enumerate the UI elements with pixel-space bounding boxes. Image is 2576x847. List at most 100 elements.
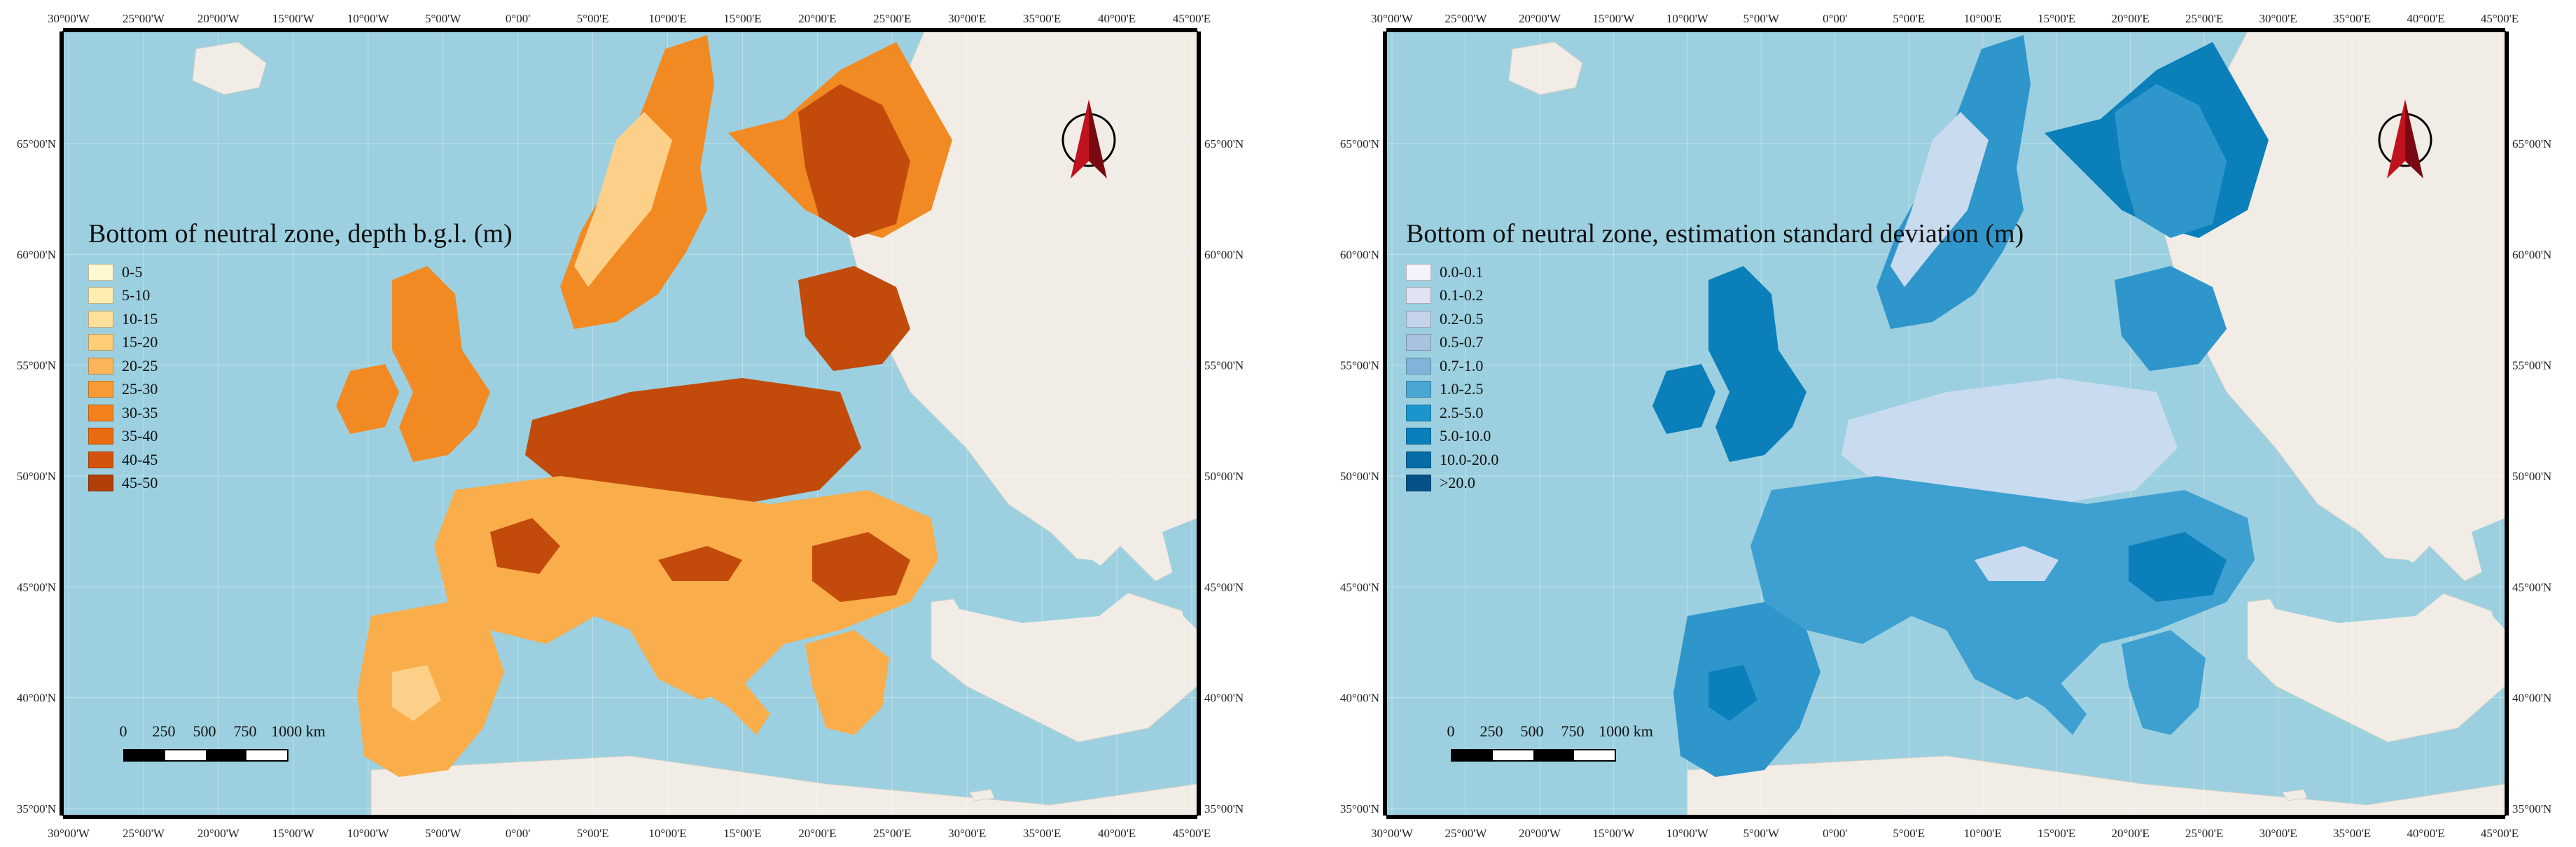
frame-right-bar: [1197, 31, 1201, 816]
scale-bar: 0 250 500 750 1000 km: [119, 722, 326, 762]
latitude-label-left: 45°00'N: [17, 580, 56, 594]
longitude-label-bottom: 40°00'E: [2407, 827, 2444, 840]
frame-left-bar: [1383, 31, 1386, 816]
longitude-label-top: 20°00'E: [2112, 12, 2150, 25]
iberia-meseta: [392, 665, 441, 721]
longitude-label-top: 10°00'W: [347, 12, 390, 25]
longitude-label-bottom: 15°00'E: [2038, 827, 2075, 840]
scale-labels: 0 250 500 750 1000 km: [119, 722, 326, 743]
longitude-label-bottom: 45°00'E: [2481, 827, 2519, 840]
legend-title: Bottom of neutral zone, depth b.g.l. (m): [88, 219, 513, 248]
italy: [672, 630, 770, 735]
map-frame: [1383, 28, 2509, 819]
legend-item: 25-30: [88, 378, 513, 402]
longitude-label-top: 25°00'W: [1445, 12, 1488, 25]
legend-item: 10-15: [88, 307, 513, 331]
scale-label: 0: [119, 722, 127, 740]
legend-label: 0.2-0.5: [1440, 309, 1484, 328]
latitude-label-left: 60°00'N: [1340, 248, 1379, 261]
longitude-label-top: 25°00'E: [873, 12, 911, 25]
legend-swatch: [1406, 451, 1431, 468]
map-canvas: 30°00'W 25°00'W 20°00'W 15°00'W 10°00'W 5°00'…: [17, 12, 1244, 840]
longitude-label-bottom: 10°00'W: [347, 827, 390, 840]
left-tick-labels: 65°00'N 60°00'N 55°00'N 50°00'N 45°00'N 40°00…: [17, 137, 56, 816]
scale-label: 250: [1480, 722, 1503, 740]
legend-label: 10-15: [122, 309, 158, 328]
central-europe: [434, 476, 938, 700]
left-tick-labels: 65°00'N 60°00'N 55°00'N 50°00'N 45°00'N 40°00…: [1340, 137, 1379, 816]
legend-swatch: [88, 263, 113, 281]
latitude-label-left: 40°00'N: [17, 692, 56, 705]
map-panel-depth: 30°00'W 25°00'W 20°00'W 15°00'W 10°00'W 5°00'…: [17, 12, 1244, 840]
scale-bar: 0 250 500 750 1000 km: [1447, 722, 1653, 762]
carpathian-basin: [2129, 532, 2227, 602]
latitude-label-right: 40°00'N: [1204, 692, 1244, 705]
scale-bar-graphic: [1451, 749, 1616, 762]
longitude-label-bottom: 30°00'W: [48, 827, 90, 840]
legend-item: 0-5: [88, 260, 513, 284]
longitude-label-bottom: 0°00': [1823, 827, 1847, 840]
frame-bottom-bar: [1386, 816, 2505, 819]
latitude-label-right: 65°00'N: [1204, 137, 1244, 150]
latitude-label-left: 65°00'N: [1340, 137, 1379, 150]
longitude-label-top: 5°00'W: [1743, 12, 1780, 25]
longitude-label-bottom: 30°00'W: [1371, 827, 1414, 840]
legend-swatch: [1406, 475, 1431, 492]
longitude-label-top: 0°00': [506, 12, 530, 25]
longitude-label-bottom: 35°00'E: [2333, 827, 2371, 840]
legend-label: 0-5: [122, 262, 143, 281]
northern-plain: [525, 378, 861, 504]
legend-item: 0.1-0.2: [1406, 284, 2024, 308]
frame-left-bar: [60, 31, 63, 816]
legend-swatch: [88, 428, 113, 445]
legend-label: 0.7-1.0: [1440, 356, 1484, 374]
latitude-label-left: 50°00'N: [17, 470, 56, 483]
latitude-label-right: 35°00'N: [1204, 802, 1244, 816]
longitude-label-bottom: 30°00'E: [948, 827, 986, 840]
legend-swatch: [1406, 287, 1431, 304]
legend-swatch: [88, 310, 113, 328]
great-britain: [392, 266, 490, 462]
legend-swatch: [88, 287, 113, 304]
cyprus-land: [969, 789, 995, 802]
north-arrow-left-half: [2387, 99, 2405, 178]
massif-central: [490, 518, 560, 574]
legend-item: 45-50: [88, 472, 513, 496]
longitude-label-bottom: 20°00'W: [1519, 827, 1561, 840]
legend-label: 1.0-2.5: [1440, 380, 1484, 398]
longitude-label-bottom: 15°00'E: [723, 827, 761, 840]
longitude-label-top: 15°00'W: [1592, 12, 1635, 25]
longitude-label-top: 5°00'W: [425, 12, 461, 25]
longitude-label-top: 30°00'E: [948, 12, 986, 25]
longitude-label-bottom: 25°00'W: [123, 827, 165, 840]
scale-label: 1000 km: [1599, 722, 1653, 740]
longitude-label-top: 20°00'E: [798, 12, 836, 25]
norway-coast: [1891, 112, 1989, 287]
latitude-label-right: 50°00'N: [2512, 470, 2551, 483]
north-arrow-left-half: [1071, 99, 1089, 178]
legend-label: 20-25: [122, 356, 158, 374]
legend-item: 1.0-2.5: [1406, 378, 2024, 402]
latitude-label-left: 40°00'N: [1340, 692, 1379, 705]
longitude-label-top: 15°00'E: [723, 12, 761, 25]
latitude-label-right: 60°00'N: [1204, 248, 1244, 261]
study-area-land: [1652, 35, 2269, 777]
longitude-label-top: 40°00'E: [1098, 12, 1136, 25]
legend-item: 5.0-10.0: [1406, 425, 2024, 449]
latitude-label-right: 40°00'N: [2512, 692, 2551, 705]
longitude-label-bottom: 5°00'W: [1743, 827, 1780, 840]
legend-item: 30-35: [88, 401, 513, 425]
legend-label: 10.0-20.0: [1440, 450, 1499, 468]
legend-swatch: [1406, 334, 1431, 351]
iceland-land: [1508, 41, 1583, 95]
latitude-label-right: 45°00'N: [1204, 580, 1244, 594]
central-europe: [1750, 476, 2255, 700]
legend-item: 40-45: [88, 448, 513, 472]
longitude-label-bottom: 5°00'E: [577, 827, 609, 840]
longitude-label-top: 35°00'E: [2333, 12, 2371, 25]
finland: [2115, 84, 2227, 238]
legend-swatch: [88, 451, 113, 468]
latitude-label-right: 60°00'N: [2512, 248, 2551, 261]
latitude-label-left: 65°00'N: [17, 137, 56, 150]
scale-label: 750: [1561, 722, 1585, 740]
